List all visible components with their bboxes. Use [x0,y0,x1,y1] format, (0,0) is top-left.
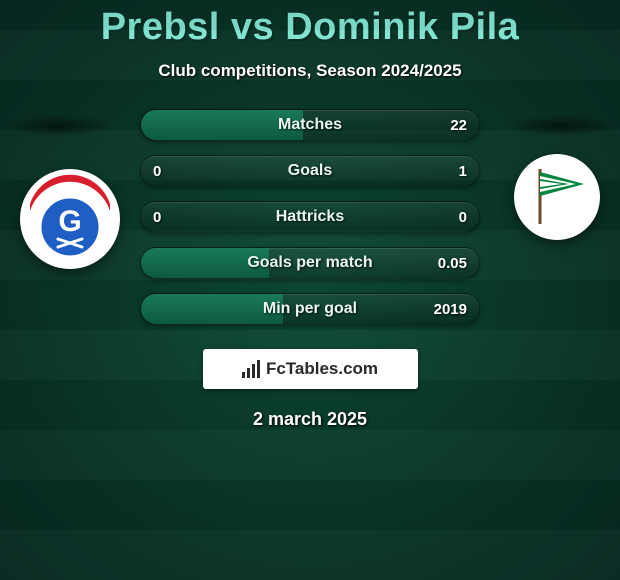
comparison-panel: ZABRZE G Matches 22 [0,109,620,430]
stat-row-hattricks: 0 Hattricks 0 [140,201,480,233]
subtitle: Club competitions, Season 2024/2025 [0,61,620,81]
stat-right-value: 2019 [434,301,467,318]
stat-left-value: 0 [153,209,161,226]
stat-label: Matches [278,116,342,134]
stat-label: Min per goal [263,300,357,318]
svg-text:G: G [58,205,81,238]
lechia-logo-icon [514,154,600,240]
stat-row-gpm: Goals per match 0.05 [140,247,480,279]
stat-row-mpg: Min per goal 2019 [140,293,480,325]
shadow-right [506,115,616,137]
page-title: Prebsl vs Dominik Pila [0,0,620,49]
team-right-badge [514,154,600,240]
stat-right-value: 22 [450,117,467,134]
team-left-badge: ZABRZE G [20,169,120,269]
stat-row-matches: Matches 22 [140,109,480,141]
stat-label: Goals [288,162,332,180]
stat-label: Hattricks [276,208,344,226]
stat-label: Goals per match [247,254,372,272]
brand-text: FcTables.com [266,359,378,379]
stat-rows: Matches 22 0 Goals 1 0 Hattricks 0 Goals… [140,109,480,325]
bars-icon [242,360,260,378]
stat-left-value: 0 [153,163,161,180]
stat-row-goals: 0 Goals 1 [140,155,480,187]
date-text: 2 march 2025 [0,409,620,430]
gornik-logo-icon: ZABRZE G [20,169,120,269]
stat-right-value: 0.05 [438,255,467,272]
brand-badge: FcTables.com [203,349,418,389]
shadow-left [4,115,114,137]
stat-right-value: 1 [459,163,467,180]
stat-right-value: 0 [459,209,467,226]
stat-fill [141,294,283,324]
